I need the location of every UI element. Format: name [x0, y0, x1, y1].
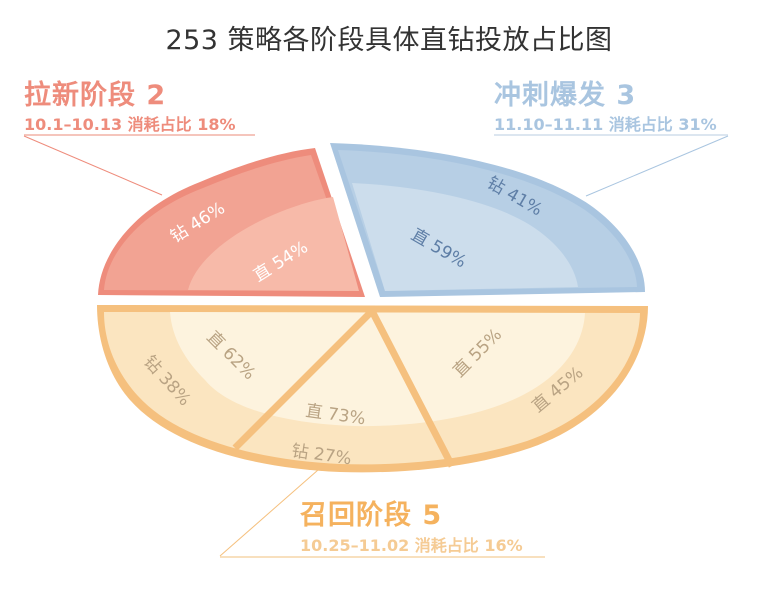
- red-slice: [98, 148, 365, 297]
- red-phase-subtitle: 10.1–10.13 消耗占比 18%: [24, 115, 236, 134]
- blue-leader-line: [585, 135, 729, 197]
- blue-slice: [330, 143, 645, 297]
- chart-title: 253 策略各阶段具体直钻投放占比图: [165, 25, 613, 56]
- red-leader-line: [23, 135, 163, 196]
- orange-divider-left: [232, 308, 375, 451]
- orange-divider-right: [368, 309, 456, 468]
- red-phase-name: 拉新阶段 2: [24, 80, 167, 111]
- orange-phase-subtitle: 10.25–11.02 消耗占比 16%: [300, 536, 523, 555]
- orange-leader-line: [219, 469, 319, 557]
- orange-slice: [97, 305, 648, 473]
- orange-phase-name: 召回阶段 5: [300, 500, 443, 531]
- blue-phase-name: 冲刺爆发 3: [494, 80, 637, 111]
- blue-phase-subtitle: 11.10–11.11 消耗占比 31%: [494, 115, 717, 134]
